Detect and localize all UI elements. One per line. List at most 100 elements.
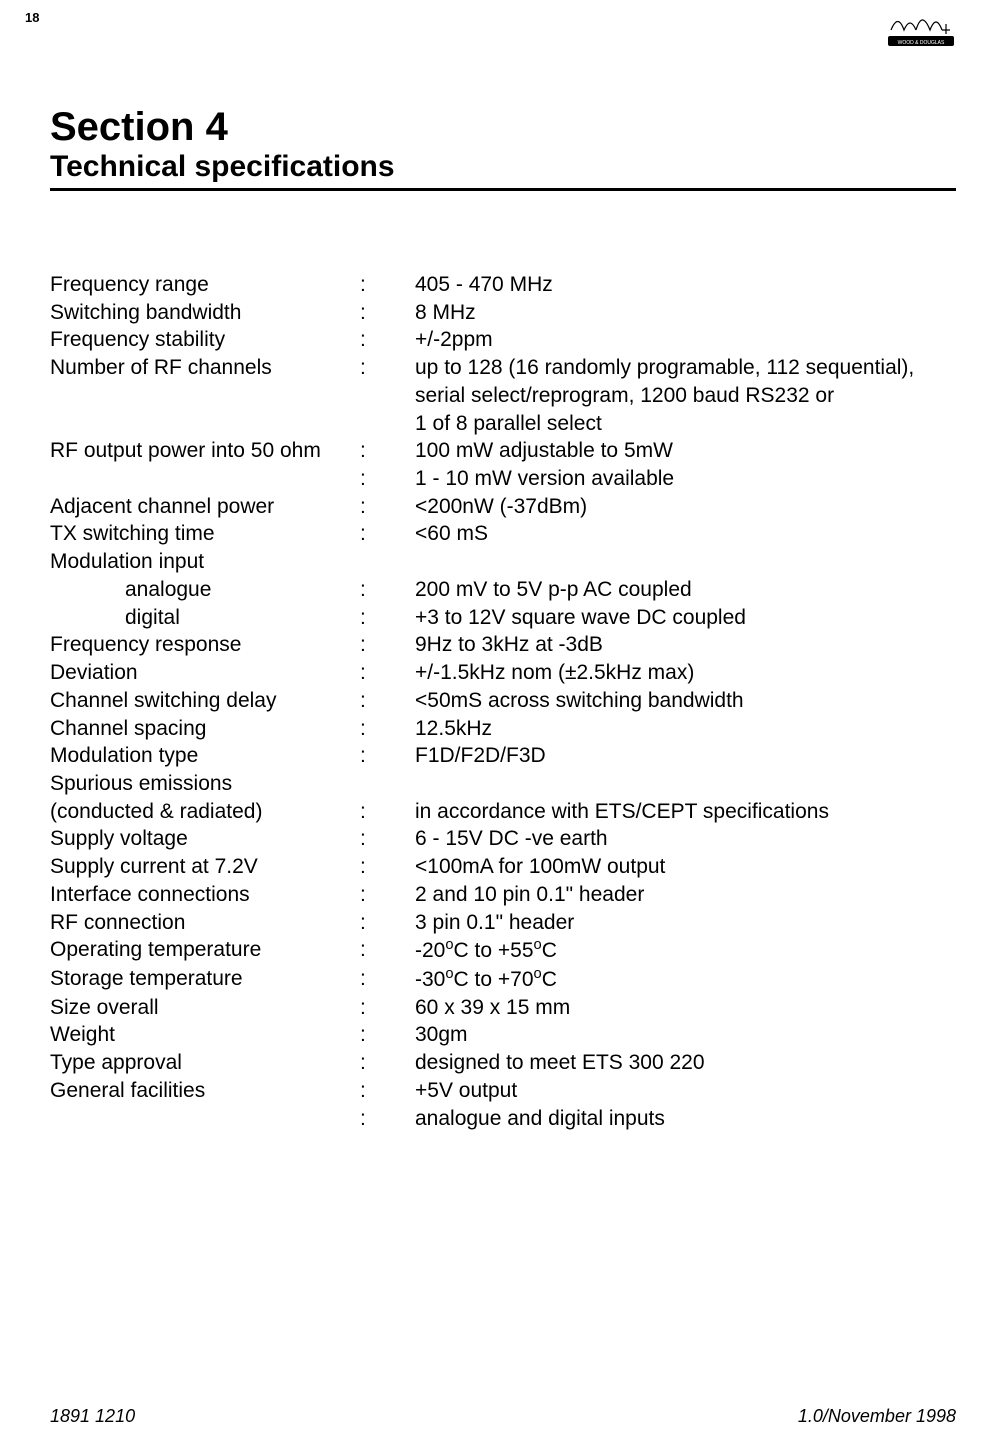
spec-separator: : — [360, 520, 415, 548]
spec-value: 405 - 470 MHz — [415, 271, 956, 299]
spec-label: Storage temperature — [50, 965, 360, 993]
section-number: Section 4 — [50, 105, 956, 150]
spec-value: +/-2ppm — [415, 326, 956, 354]
spec-separator: : — [360, 798, 415, 826]
spec-row: Channel spacing:12.5kHz — [50, 715, 956, 743]
spec-row: :1 - 10 mW version available — [50, 465, 956, 493]
spec-separator: : — [360, 742, 415, 770]
spec-label: analogue — [50, 576, 360, 604]
spec-separator: : — [360, 437, 415, 465]
spec-separator: : — [360, 1049, 415, 1077]
spec-row: Frequency range:405 - 470 MHz — [50, 271, 956, 299]
spec-value: designed to meet ETS 300 220 — [415, 1049, 956, 1077]
company-logo: WOOD & DOUGLAS — [886, 8, 956, 48]
spec-label: TX switching time — [50, 520, 360, 548]
spec-row: Size overall:60 x 39 x 15 mm — [50, 994, 956, 1022]
spec-row: TX switching time:<60 mS — [50, 520, 956, 548]
spec-row: Switching bandwidth:8 MHz — [50, 299, 956, 327]
spec-label: Modulation type — [50, 742, 360, 770]
spec-label: RF output power into 50 ohm — [50, 437, 360, 465]
spec-label: Type approval — [50, 1049, 360, 1077]
spec-value: 9Hz to 3kHz at -3dB — [415, 631, 956, 659]
spec-separator: : — [360, 909, 415, 937]
spec-label: Supply current at 7.2V — [50, 853, 360, 881]
spec-separator: : — [360, 465, 415, 493]
spec-label: Size overall — [50, 994, 360, 1022]
spec-value: up to 128 (16 randomly programable, 112 … — [415, 354, 956, 409]
spec-row: Channel switching delay:<50mS across swi… — [50, 687, 956, 715]
spec-label: Frequency stability — [50, 326, 360, 354]
spec-separator: : — [360, 881, 415, 909]
spec-value: 3 pin 0.1" header — [415, 909, 956, 937]
spec-separator: : — [360, 1021, 415, 1049]
spec-label: Frequency range — [50, 271, 360, 299]
spec-label: Adjacent channel power — [50, 493, 360, 521]
spec-separator: : — [360, 1105, 415, 1133]
specs-list: Frequency range:405 - 470 MHzSwitching b… — [50, 271, 956, 1132]
spec-row: digital:+3 to 12V square wave DC coupled — [50, 604, 956, 632]
spec-separator: : — [360, 994, 415, 1022]
spec-row: Frequency response:9Hz to 3kHz at -3dB — [50, 631, 956, 659]
spec-separator: : — [360, 936, 415, 964]
spec-separator: : — [360, 1077, 415, 1105]
spec-value: 8 MHz — [415, 299, 956, 327]
spec-value: 6 - 15V DC -ve earth — [415, 825, 956, 853]
spec-row: Modulation input — [50, 548, 956, 576]
spec-row: General facilities:+5V output — [50, 1077, 956, 1105]
spec-row: analogue:200 mV to 5V p-p AC coupled — [50, 576, 956, 604]
spec-label: RF connection — [50, 909, 360, 937]
footer-left: 1891 1210 — [50, 1406, 135, 1427]
spec-value: 30gm — [415, 1021, 956, 1049]
spec-value: in accordance with ETS/CEPT specificatio… — [415, 798, 956, 826]
page-footer: 1891 1210 1.0/November 1998 — [50, 1406, 956, 1427]
spec-label: Modulation input — [50, 548, 360, 576]
spec-value: <100mA for 100mW output — [415, 853, 956, 881]
spec-label: Channel switching delay — [50, 687, 360, 715]
section-header: Section 4 Technical specifications — [50, 105, 956, 191]
spec-separator: : — [360, 631, 415, 659]
spec-row: RF connection:3 pin 0.1" header — [50, 909, 956, 937]
spec-value: +5V output — [415, 1077, 956, 1105]
spec-value: 1 of 8 parallel select — [415, 410, 956, 438]
spec-separator: : — [360, 271, 415, 299]
spec-value: 2 and 10 pin 0.1" header — [415, 881, 956, 909]
spec-row: Interface connections:2 and 10 pin 0.1" … — [50, 881, 956, 909]
spec-value: +3 to 12V square wave DC coupled — [415, 604, 956, 632]
spec-label: Number of RF channels — [50, 354, 360, 382]
section-title: Technical specifications — [50, 150, 956, 184]
spec-label: Switching bandwidth — [50, 299, 360, 327]
spec-label: Operating temperature — [50, 936, 360, 964]
spec-value: F1D/F2D/F3D — [415, 742, 956, 770]
spec-row: Supply voltage:6 - 15V DC -ve earth — [50, 825, 956, 853]
spec-row: Weight:30gm — [50, 1021, 956, 1049]
page-number: 18 — [25, 10, 39, 25]
spec-label: Interface connections — [50, 881, 360, 909]
spec-row: Number of RF channels:up to 128 (16 rand… — [50, 354, 956, 409]
spec-separator: : — [360, 299, 415, 327]
spec-separator: : — [360, 687, 415, 715]
spec-label: General facilities — [50, 1077, 360, 1105]
spec-row: RF output power into 50 ohm:100 mW adjus… — [50, 437, 956, 465]
spec-row: Spurious emissions — [50, 770, 956, 798]
spec-row: Storage temperature:-30oC to +70oC — [50, 965, 956, 994]
spec-value: 1 - 10 mW version available — [415, 465, 956, 493]
spec-row: Type approval:designed to meet ETS 300 2… — [50, 1049, 956, 1077]
spec-value: 12.5kHz — [415, 715, 956, 743]
spec-value: <200nW (-37dBm) — [415, 493, 956, 521]
spec-label: Frequency response — [50, 631, 360, 659]
spec-value: analogue and digital inputs — [415, 1105, 956, 1133]
spec-row: :analogue and digital inputs — [50, 1105, 956, 1133]
spec-label: Spurious emissions — [50, 770, 360, 798]
spec-value: -20oC to +55oC — [415, 936, 956, 965]
spec-separator: : — [360, 965, 415, 993]
spec-value: 100 mW adjustable to 5mW — [415, 437, 956, 465]
spec-label: Weight — [50, 1021, 360, 1049]
spec-separator: : — [360, 853, 415, 881]
spec-separator: : — [360, 493, 415, 521]
spec-row: Frequency stability:+/-2ppm — [50, 326, 956, 354]
spec-separator: : — [360, 576, 415, 604]
svg-text:WOOD & DOUGLAS: WOOD & DOUGLAS — [898, 40, 945, 46]
spec-row: Adjacent channel power:<200nW (-37dBm) — [50, 493, 956, 521]
spec-value: -30oC to +70oC — [415, 965, 956, 994]
spec-separator: : — [360, 715, 415, 743]
